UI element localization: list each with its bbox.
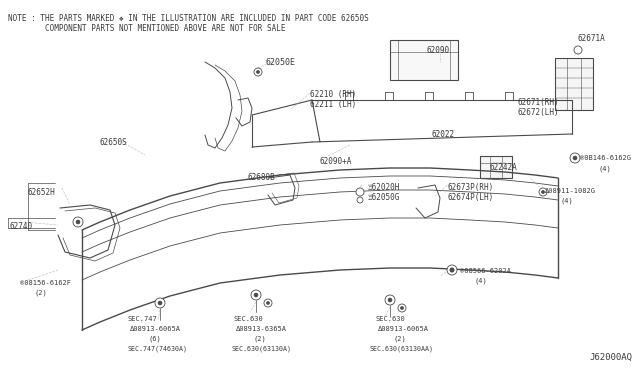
Text: Δ08913-6065A: Δ08913-6065A [378,326,429,332]
Circle shape [266,301,269,305]
Text: ®08156-6162F: ®08156-6162F [20,280,71,286]
Circle shape [447,265,457,275]
Circle shape [254,293,258,297]
Text: 62242A: 62242A [490,163,518,172]
Circle shape [254,68,262,76]
Text: (2): (2) [35,290,48,296]
Text: Δ08913-6065A: Δ08913-6065A [130,326,181,332]
Text: ®08566-6202A: ®08566-6202A [460,268,511,274]
Text: (2): (2) [394,336,406,343]
Circle shape [76,220,80,224]
Text: 62671(RH): 62671(RH) [518,98,559,107]
Circle shape [401,307,404,310]
Text: 62740: 62740 [10,222,33,231]
Circle shape [570,153,580,163]
Text: ®0B146-6162G: ®0B146-6162G [580,155,631,161]
Circle shape [451,269,453,271]
Circle shape [356,188,364,196]
Text: SEC.630(63130AA): SEC.630(63130AA) [370,346,434,353]
Circle shape [155,298,165,308]
Circle shape [357,197,363,203]
Circle shape [158,301,162,305]
Text: 62650S: 62650S [100,138,128,147]
Circle shape [539,188,547,196]
Circle shape [450,268,454,272]
Text: 62671A: 62671A [578,34,605,43]
Text: Δ08911-1082G: Δ08911-1082G [545,188,596,194]
Circle shape [73,217,83,227]
Text: 62090: 62090 [426,46,449,55]
Text: (2): (2) [253,336,266,343]
Text: 62090+A: 62090+A [320,157,353,166]
Text: 62673P(RH): 62673P(RH) [448,183,494,192]
Text: ♖62020H: ♖62020H [368,183,401,192]
Circle shape [251,290,261,300]
Text: ♖62050G: ♖62050G [368,193,401,202]
Text: (4): (4) [560,198,573,205]
Text: (6): (6) [148,336,161,343]
Text: 62022: 62022 [432,130,455,139]
Text: (4): (4) [475,278,488,285]
Text: NOTE : THE PARTS MARKED ❖ IN THE ILLUSTRATION ARE INCLUDED IN PART CODE 62650S: NOTE : THE PARTS MARKED ❖ IN THE ILLUSTR… [8,14,369,23]
Text: 62680B: 62680B [248,173,276,182]
Text: SEC.630: SEC.630 [375,316,405,322]
Circle shape [574,46,582,54]
Circle shape [573,156,577,160]
Bar [480,156,512,178]
Text: 62050E: 62050E [265,58,295,67]
Text: 62652H: 62652H [28,188,56,197]
Bar [555,58,593,110]
Circle shape [388,298,392,302]
Text: Δ08913-6365A: Δ08913-6365A [236,326,287,332]
Circle shape [385,295,395,305]
Circle shape [398,304,406,312]
Circle shape [541,190,545,193]
Circle shape [257,70,260,74]
Text: SEC.747(74630A): SEC.747(74630A) [128,346,188,353]
Text: 62674P(LH): 62674P(LH) [448,193,494,202]
Text: J62000AQ: J62000AQ [589,353,632,362]
Text: SEC.630: SEC.630 [233,316,263,322]
Circle shape [450,268,454,272]
Text: SEC.630(63130A): SEC.630(63130A) [232,346,292,353]
Text: 62210 (RH): 62210 (RH) [310,90,356,99]
Text: 62211 (LH): 62211 (LH) [310,100,356,109]
Text: COMPONENT PARTS NOT MENTIONED ABOVE ARE NOT FOR SALE: COMPONENT PARTS NOT MENTIONED ABOVE ARE … [8,24,285,33]
Circle shape [264,299,272,307]
Bar [390,40,458,80]
Text: 62672(LH): 62672(LH) [518,108,559,117]
Text: SEC.747: SEC.747 [127,316,157,322]
Text: (4): (4) [598,165,611,171]
